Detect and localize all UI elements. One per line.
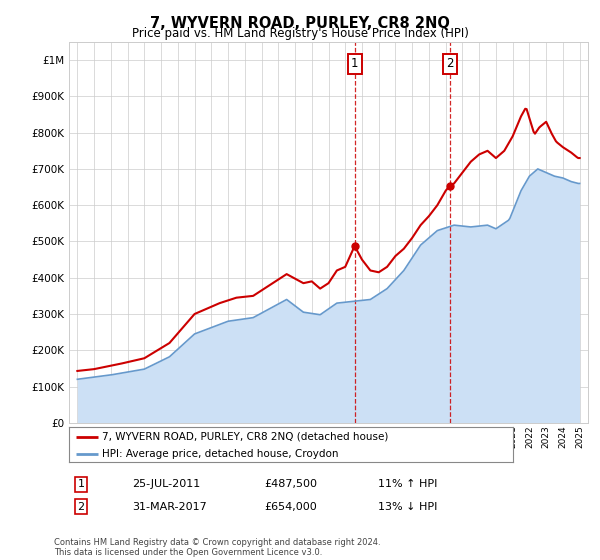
Text: Contains HM Land Registry data © Crown copyright and database right 2024.
This d: Contains HM Land Registry data © Crown c… — [54, 538, 380, 557]
Text: 11% ↑ HPI: 11% ↑ HPI — [378, 479, 437, 489]
Text: Price paid vs. HM Land Registry's House Price Index (HPI): Price paid vs. HM Land Registry's House … — [131, 27, 469, 40]
Text: 2: 2 — [77, 502, 85, 512]
Text: HPI: Average price, detached house, Croydon: HPI: Average price, detached house, Croy… — [102, 449, 339, 459]
Text: 1: 1 — [351, 57, 358, 70]
Text: £487,500: £487,500 — [264, 479, 317, 489]
Text: 1: 1 — [77, 479, 85, 489]
Text: 7, WYVERN ROAD, PURLEY, CR8 2NQ (detached house): 7, WYVERN ROAD, PURLEY, CR8 2NQ (detache… — [102, 432, 389, 442]
Text: 2: 2 — [446, 57, 454, 70]
Text: 31-MAR-2017: 31-MAR-2017 — [132, 502, 207, 512]
Text: 25-JUL-2011: 25-JUL-2011 — [132, 479, 200, 489]
Text: 7, WYVERN ROAD, PURLEY, CR8 2NQ: 7, WYVERN ROAD, PURLEY, CR8 2NQ — [150, 16, 450, 31]
Text: £654,000: £654,000 — [264, 502, 317, 512]
Text: 13% ↓ HPI: 13% ↓ HPI — [378, 502, 437, 512]
